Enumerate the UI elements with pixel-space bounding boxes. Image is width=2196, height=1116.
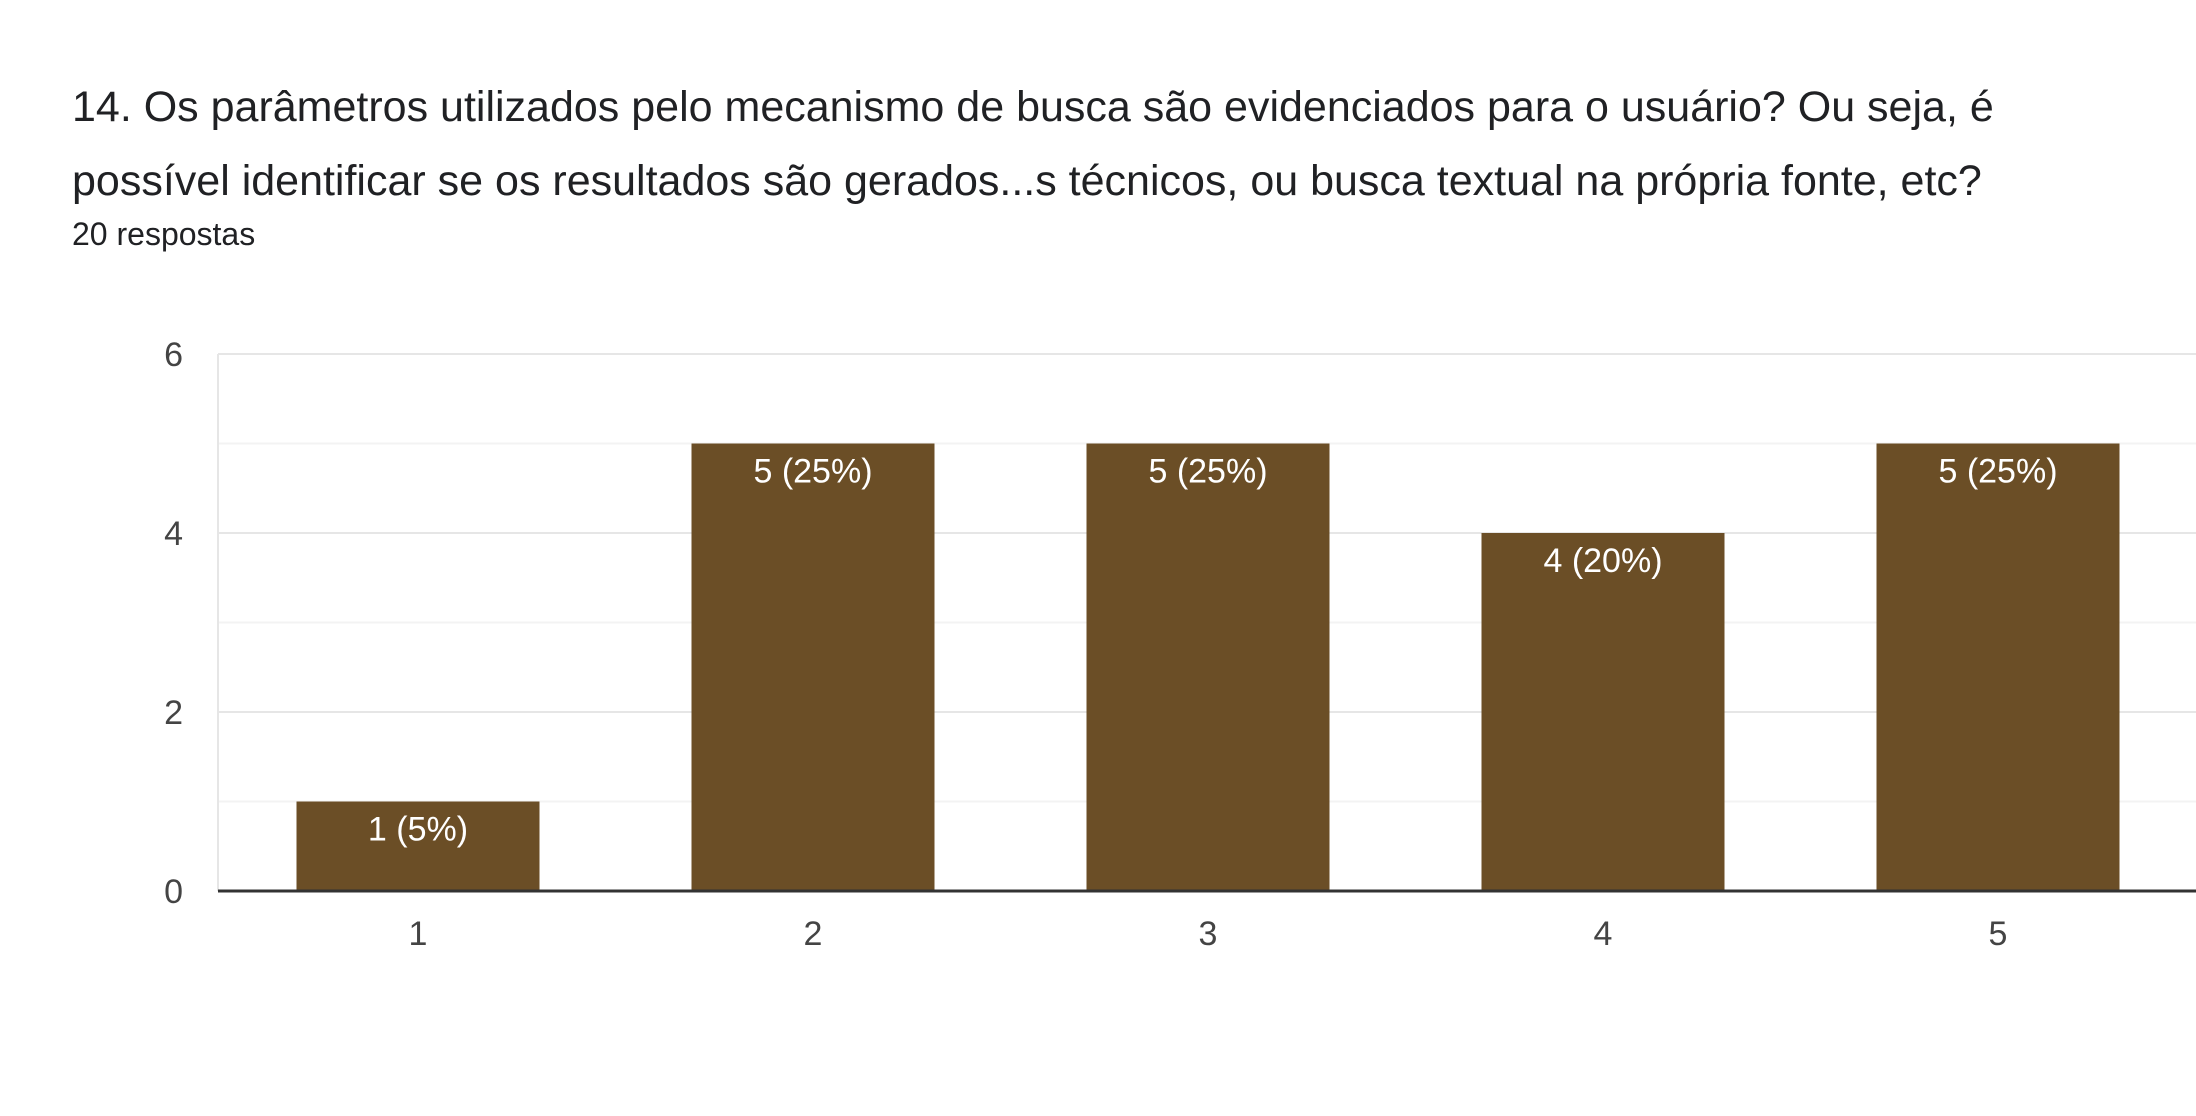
x-tick-label: 2: [804, 915, 823, 953]
y-tick-label: 4: [164, 515, 183, 553]
bar: [691, 443, 935, 891]
data-label: 5 (25%): [1148, 453, 1267, 491]
data-label: 5 (25%): [753, 453, 872, 491]
x-tick-label: 4: [1594, 915, 1613, 953]
y-tick-label: 6: [164, 336, 183, 374]
data-label: 4 (20%): [1543, 542, 1662, 580]
bar: [296, 801, 540, 891]
x-tick-label: 1: [409, 915, 428, 953]
data-label: 1 (5%): [368, 811, 468, 849]
responses-count: 20 respostas: [72, 216, 256, 252]
bar: [1876, 443, 2120, 891]
data-label: 5 (25%): [1938, 453, 2057, 491]
y-tick-label: 0: [164, 873, 183, 911]
y-tick-label: 2: [164, 694, 183, 732]
bar: [1086, 443, 1330, 891]
question-title: 14. Os parâmetros utilizados pelo mecani…: [72, 83, 1994, 205]
x-tick-label: 5: [1989, 915, 2008, 953]
x-tick-label: 3: [1199, 915, 1218, 953]
bar: [1481, 533, 1725, 891]
